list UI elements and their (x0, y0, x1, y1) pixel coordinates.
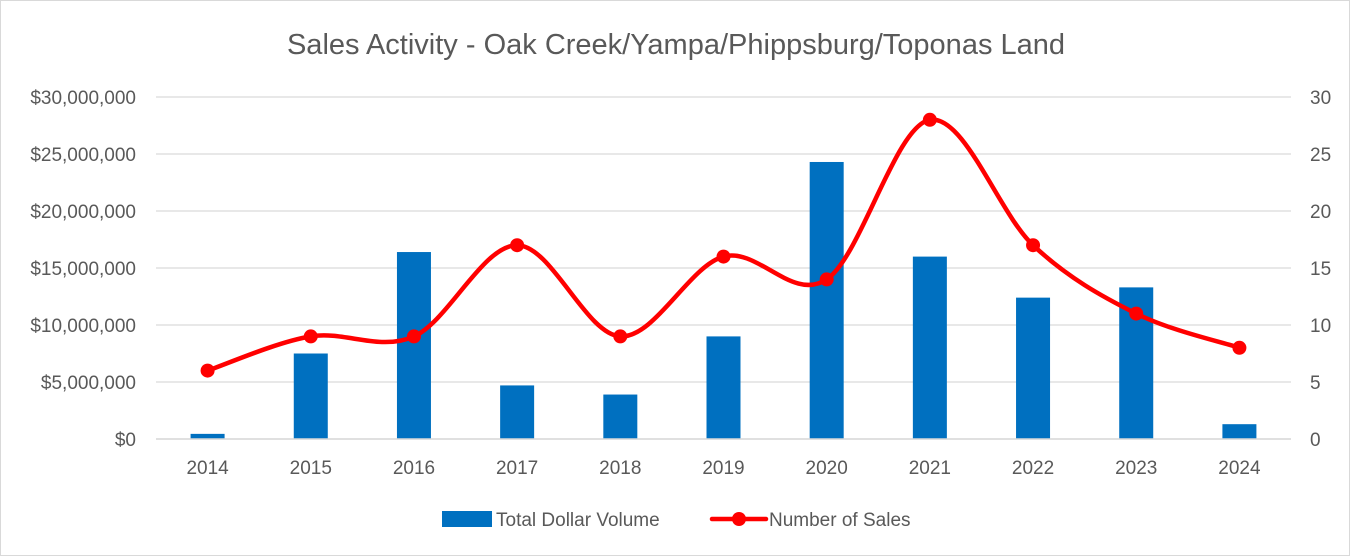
chart-title: Sales Activity - Oak Creek/Yampa/Phippsb… (287, 29, 1065, 61)
point-number-of-sales (406, 329, 421, 344)
x-axis: 2014 2015 2016 2017 2018 2019 2020 2021 2022 2023… (156, 438, 1291, 479)
bar-total-dollar-volume (293, 353, 328, 439)
legend-swatch-bar (442, 511, 492, 527)
bar-total-dollar-volume (1016, 297, 1051, 439)
x-axis-tick-label: 2021 (909, 458, 951, 479)
bar-series (190, 161, 1257, 440)
right-axis-tick-label: 0 (1310, 430, 1321, 451)
legend-swatch-marker (732, 512, 746, 526)
legend-label-number-of-sales: Number of Sales (769, 510, 911, 531)
point-number-of-sales (1026, 238, 1041, 253)
x-axis-tick-label: 2018 (599, 458, 641, 479)
left-axis-tick-label: $25,000,000 (30, 145, 136, 166)
bar-total-dollar-volume (500, 385, 535, 439)
point-number-of-sales (1129, 306, 1144, 321)
bar-total-dollar-volume (396, 252, 431, 439)
legend: Total Dollar Volume Number of Sales (442, 510, 911, 531)
x-axis-tick-label: 2023 (1115, 458, 1157, 479)
point-number-of-sales (922, 112, 937, 127)
left-axis-tick-label: $0 (115, 430, 136, 451)
x-axis-tick-label: 2017 (496, 458, 538, 479)
right-axis-tick-label: 25 (1310, 145, 1331, 166)
right-axis-tick-label: 5 (1310, 373, 1321, 394)
left-axis-tick-label: $15,000,000 (30, 259, 136, 280)
left-axis-tick-label: $30,000,000 (30, 88, 136, 109)
x-axis-tick-label: 2014 (186, 458, 229, 479)
point-number-of-sales (716, 249, 731, 264)
bar-total-dollar-volume (190, 433, 225, 439)
point-number-of-sales (303, 329, 318, 344)
right-axis: 0 5 10 15 20 25 30 (1310, 88, 1331, 451)
x-axis-tick-label: 2024 (1218, 458, 1261, 479)
right-axis-tick-label: 15 (1310, 259, 1331, 280)
line-series (200, 112, 1247, 378)
x-axis-tick-label: 2016 (393, 458, 435, 479)
left-axis-tick-label: $20,000,000 (30, 202, 136, 223)
bar-total-dollar-volume (706, 336, 741, 439)
x-axis-tick-label: 2022 (1012, 458, 1054, 479)
bar-total-dollar-volume (1222, 424, 1257, 439)
point-number-of-sales (613, 329, 628, 344)
left-axis-tick-label: $5,000,000 (41, 373, 136, 394)
point-number-of-sales (1232, 340, 1247, 355)
x-axis-tick-label: 2020 (806, 458, 848, 479)
line-number-of-sales (205, 117, 1242, 373)
right-axis-tick-label: 30 (1310, 88, 1331, 109)
left-axis: $0 $5,000,000 $10,000,000 $15,000,000 $20,00… (30, 88, 136, 451)
bar-total-dollar-volume (809, 161, 844, 440)
bar-total-dollar-volume (603, 394, 638, 439)
x-axis-tick-label: 2015 (290, 458, 332, 479)
legend-label-total-dollar-volume: Total Dollar Volume (496, 510, 660, 531)
point-number-of-sales (200, 363, 215, 378)
point-number-of-sales (510, 238, 525, 253)
point-number-of-sales (819, 272, 834, 287)
x-axis-tick-label: 2019 (702, 458, 744, 479)
right-axis-tick-label: 20 (1310, 202, 1331, 223)
right-axis-tick-label: 10 (1310, 316, 1331, 337)
left-axis-tick-label: $10,000,000 (30, 316, 136, 337)
bar-total-dollar-volume (912, 256, 947, 439)
gridlines (156, 96, 1291, 440)
